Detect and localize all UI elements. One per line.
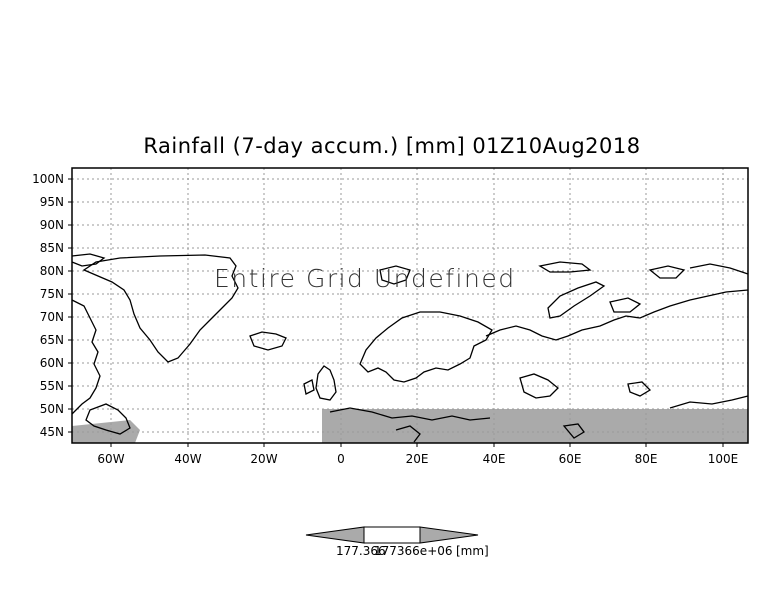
lon-label: 20E xyxy=(406,452,429,466)
lat-label: 75N xyxy=(40,287,64,301)
axis-ticks xyxy=(68,178,724,447)
lat-label: 65N xyxy=(40,333,64,347)
map-title: Rainfall (7-day accum.) [mm] 01Z10Aug201… xyxy=(143,134,641,158)
colorbar-right-arrow xyxy=(419,526,479,544)
lon-label: 40E xyxy=(483,452,506,466)
colorbar-right-value: 177366e+06 xyxy=(374,544,453,558)
lat-label: 70N xyxy=(40,310,64,324)
lon-label: 100E xyxy=(708,452,739,466)
lat-label: 80N xyxy=(40,264,64,278)
colorbar-left-arrow xyxy=(305,526,365,544)
colorbar-unit: [mm] xyxy=(456,544,489,558)
lat-label: 45N xyxy=(40,425,64,439)
lon-label: 60E xyxy=(559,452,582,466)
latitude-labels: 100N 95N 90N 85N 80N 75N 70N 65N 60N 55N… xyxy=(32,172,64,439)
lon-label: 60W xyxy=(97,452,124,466)
undefined-grid-message: Entire Grid Undefined xyxy=(214,264,516,293)
lat-label: 90N xyxy=(40,218,64,232)
lon-label: 80E xyxy=(635,452,658,466)
shaded-land-region xyxy=(72,409,748,443)
lat-label: 95N xyxy=(40,195,64,209)
colorbar-middle-box xyxy=(363,526,421,544)
colorbar-left-value: 177.366 xyxy=(336,544,386,558)
colorbar xyxy=(305,526,479,544)
map-frame xyxy=(71,167,749,444)
lat-label: 50N xyxy=(40,402,64,416)
longitude-labels: 60W 40W 20W 0 20E 40E 60E 80E 100E xyxy=(97,452,738,466)
lon-label: 40W xyxy=(174,452,201,466)
coastlines xyxy=(71,253,749,443)
grid-lines xyxy=(72,168,748,443)
lon-label: 20W xyxy=(250,452,277,466)
lon-label: 0 xyxy=(337,452,345,466)
lat-label: 60N xyxy=(40,356,64,370)
lat-label: 100N xyxy=(32,172,64,186)
lat-label: 85N xyxy=(40,241,64,255)
lat-label: 55N xyxy=(40,379,64,393)
